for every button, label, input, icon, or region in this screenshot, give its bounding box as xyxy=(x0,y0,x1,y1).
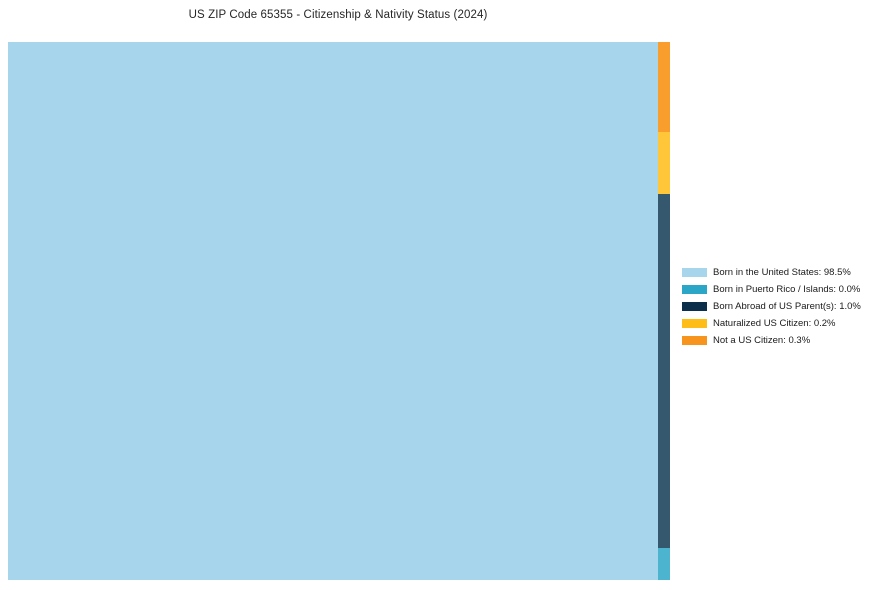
legend-item[interactable]: Born in the United States: 98.5% xyxy=(682,264,861,281)
legend-item-label: Born Abroad of US Parent(s): 1.0% xyxy=(713,300,861,312)
treemap-tile[interactable] xyxy=(658,42,670,132)
legend-item[interactable]: Not a US Citizen: 0.3% xyxy=(682,332,861,349)
chart-legend: Born in the United States: 98.5% Born in … xyxy=(682,264,861,349)
legend-item-label: Born in Puerto Rico / Islands: 0.0% xyxy=(713,283,861,295)
legend-color-swatch xyxy=(682,285,707,294)
legend-color-swatch xyxy=(682,268,707,277)
legend-item[interactable]: Born in Puerto Rico / Islands: 0.0% xyxy=(682,281,861,298)
treemap-plot-area xyxy=(8,42,670,580)
legend-item-label: Not a US Citizen: 0.3% xyxy=(713,334,811,346)
chart-title: US ZIP Code 65355 - Citizenship & Nativi… xyxy=(188,9,488,21)
legend-color-swatch xyxy=(682,336,707,345)
legend-item[interactable]: Born Abroad of US Parent(s): 1.0% xyxy=(682,298,861,315)
treemap-tile[interactable] xyxy=(658,548,670,580)
legend-color-swatch xyxy=(682,319,707,328)
legend-item[interactable]: Naturalized US Citizen: 0.2% xyxy=(682,315,861,332)
legend-color-swatch xyxy=(682,302,707,311)
legend-item-label: Born in the United States: 98.5% xyxy=(713,266,851,278)
treemap-tile[interactable] xyxy=(658,132,670,194)
legend-item-label: Naturalized US Citizen: 0.2% xyxy=(713,317,836,329)
treemap-tile[interactable] xyxy=(8,42,658,580)
treemap-tile[interactable] xyxy=(658,194,670,548)
